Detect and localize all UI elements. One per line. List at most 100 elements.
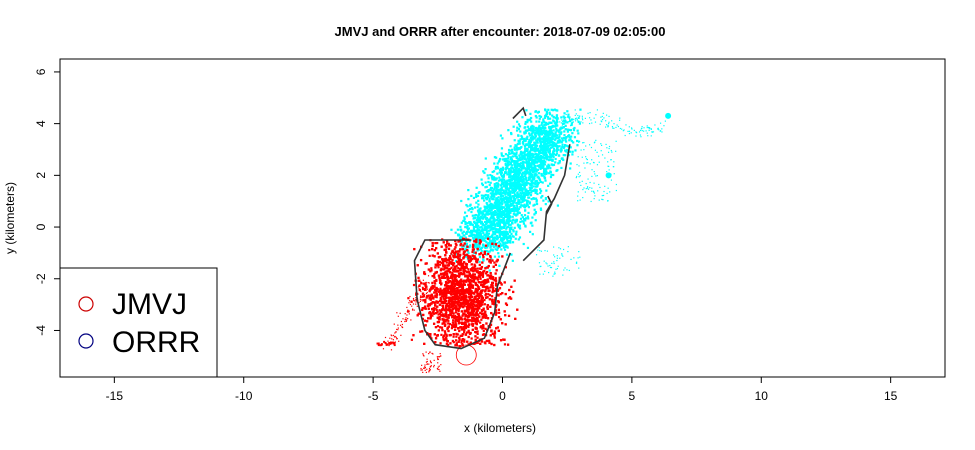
point-orrr <box>542 149 545 152</box>
point-orrr <box>534 174 538 177</box>
point-orrr <box>525 137 528 140</box>
point-orrr <box>532 125 535 128</box>
point-orrr <box>511 215 514 218</box>
point-orrr <box>594 173 596 175</box>
point-orrr <box>478 220 482 223</box>
point-orrr <box>523 187 526 190</box>
point-jmvj <box>455 274 459 278</box>
point-orrr <box>646 126 648 129</box>
point-jmvj <box>475 311 478 315</box>
point-orrr <box>523 214 527 217</box>
point-orrr <box>585 156 587 158</box>
point-orrr <box>544 197 548 200</box>
point-orrr <box>498 213 502 216</box>
point-orrr <box>491 178 494 181</box>
point-jmvj <box>451 321 455 324</box>
point-jmvj <box>427 303 430 306</box>
point-orrr <box>533 177 536 180</box>
point-orrr <box>574 109 576 111</box>
point-orrr <box>502 183 505 186</box>
point-jmvj <box>493 261 496 264</box>
point-orrr <box>568 269 570 272</box>
point-orrr <box>598 183 600 186</box>
point-orrr <box>545 189 548 192</box>
point-orrr <box>576 261 578 263</box>
point-orrr <box>510 199 513 203</box>
point-orrr <box>558 160 561 163</box>
point-orrr <box>564 124 567 127</box>
point-orrr <box>613 127 615 129</box>
point-orrr <box>496 238 499 241</box>
point-orrr <box>527 164 530 167</box>
point-orrr <box>533 174 536 177</box>
point-orrr <box>563 269 565 271</box>
point-orrr <box>615 183 617 186</box>
point-orrr <box>520 151 523 154</box>
point-orrr <box>494 240 497 243</box>
point-orrr <box>481 183 485 187</box>
point-orrr <box>474 222 478 225</box>
point-orrr <box>554 161 557 164</box>
point-orrr <box>489 243 492 246</box>
point-orrr <box>515 194 518 197</box>
point-orrr <box>586 162 588 164</box>
point-jmvj <box>493 301 496 304</box>
point-orrr <box>556 137 559 140</box>
point-orrr <box>511 159 514 163</box>
point-orrr <box>487 224 490 227</box>
point-orrr <box>484 217 487 220</box>
point-jmvj <box>493 336 496 339</box>
point-orrr <box>583 149 585 151</box>
point-orrr <box>484 225 487 228</box>
point-orrr <box>562 158 565 162</box>
point-orrr <box>480 197 484 200</box>
point-jmvj <box>484 289 487 292</box>
point-orrr <box>500 182 503 185</box>
point-orrr <box>522 218 526 221</box>
point-jmvj <box>453 277 457 280</box>
point-jmvj <box>479 252 483 255</box>
point-orrr <box>595 139 597 141</box>
point-jmvj <box>459 280 462 283</box>
point-jmvj <box>489 272 492 275</box>
point-orrr <box>500 171 503 174</box>
point-orrr <box>454 231 457 234</box>
point-orrr <box>520 204 523 207</box>
point-jmvj <box>499 293 502 296</box>
point-orrr <box>476 236 479 239</box>
point-orrr <box>552 246 555 248</box>
point-orrr <box>515 233 518 236</box>
point-jmvj <box>445 293 448 296</box>
point-jmvj <box>466 301 469 304</box>
point-jmvj <box>471 248 475 251</box>
point-jmvj <box>458 250 461 253</box>
point-orrr <box>513 197 516 201</box>
point-orrr <box>494 178 497 181</box>
point-orrr <box>481 230 484 233</box>
point-jmvj <box>457 253 460 256</box>
point-orrr <box>509 239 512 243</box>
point-jmvj <box>508 288 511 292</box>
point-orrr <box>547 137 550 140</box>
point-orrr <box>555 268 557 270</box>
point-orrr <box>570 125 572 127</box>
point-orrr <box>524 158 528 161</box>
point-orrr <box>530 153 533 157</box>
point-orrr <box>464 248 468 251</box>
point-orrr <box>524 176 528 179</box>
point-orrr <box>544 138 547 141</box>
point-jmvj <box>471 308 474 312</box>
point-orrr <box>586 158 588 161</box>
point-orrr <box>540 174 543 177</box>
point-jmvj <box>474 295 477 298</box>
point-jmvj <box>424 307 427 310</box>
point-jmvj <box>476 306 480 309</box>
point-orrr <box>546 165 549 168</box>
point-orrr <box>548 271 550 274</box>
point-orrr <box>486 243 489 246</box>
point-orrr <box>473 206 477 209</box>
point-orrr <box>496 162 499 165</box>
point-orrr <box>489 186 493 189</box>
point-orrr <box>635 135 637 137</box>
point-jmvj <box>476 318 479 321</box>
